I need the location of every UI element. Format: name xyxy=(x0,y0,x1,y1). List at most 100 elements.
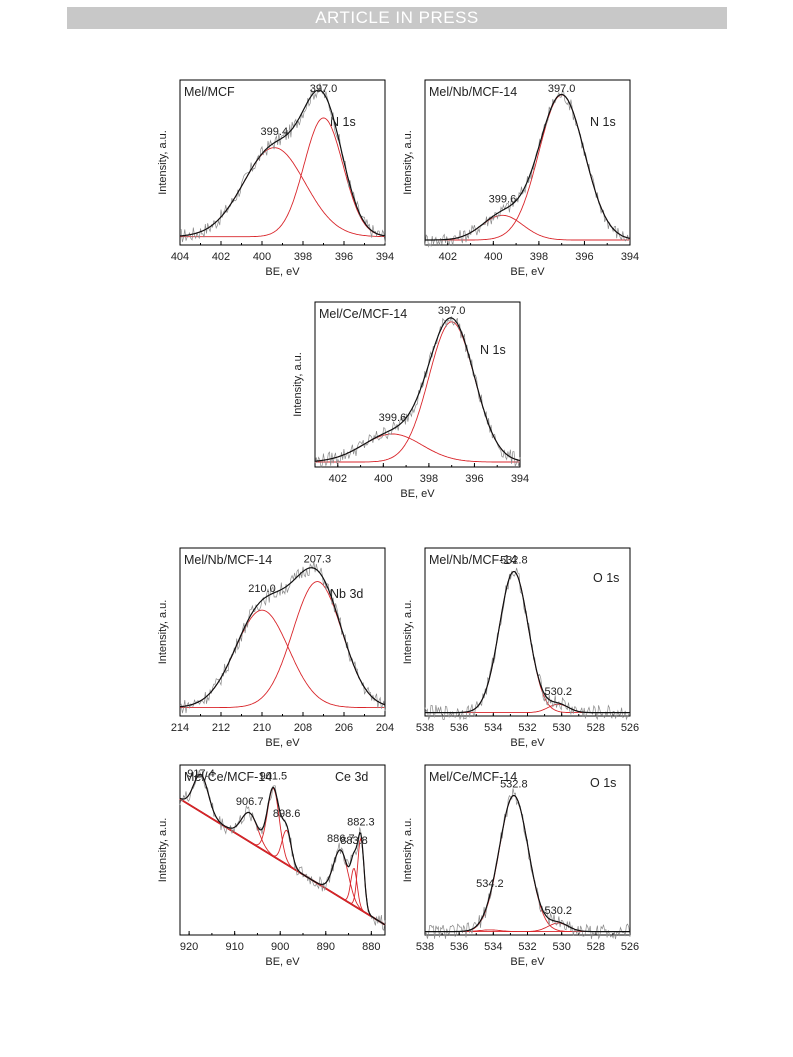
fit-component-530-2 xyxy=(425,922,630,933)
core-level-label: N 1s xyxy=(480,343,506,357)
x-tick-label: 400 xyxy=(374,473,392,485)
raw-spectrum xyxy=(424,788,631,940)
plot-frame xyxy=(314,301,521,468)
peak-label-399-4: 399.4 xyxy=(261,126,289,138)
peak-label-901-5: 901.5 xyxy=(260,770,288,782)
core-level-label: Nb 3d xyxy=(330,587,363,601)
x-tick-label: 396 xyxy=(575,251,593,263)
x-tick-label: 204 xyxy=(376,722,394,734)
sample-name: Mel/Nb/MCF-14 xyxy=(429,553,517,567)
chart-o1s-mel-ce-mcf14: 538 536 534 532 530 528 526 BE, eV Intensity, a.… xyxy=(402,764,639,968)
y-axis-label: Intensity, a.u. xyxy=(292,352,304,417)
chart-nb3d-mel-nb-mcf14: 214 212 210 208 206 204 BE, eV Intensity, a.u. M… xyxy=(157,547,394,749)
plot-frame xyxy=(424,79,631,246)
chart-n1s-mel-ce-mcf14: 402 400 398 396 394 BE, eV Intensity, a.u. Mel/… xyxy=(292,301,529,500)
chart-ce3d-mel-ce-mcf14: 920 910 900 890 880 BE, eV Intensity, a.u. Mel/… xyxy=(157,764,386,968)
y-axis-label: Intensity, a.u. xyxy=(402,818,414,883)
fit-component-397-0 xyxy=(180,117,386,238)
peak-label-882-3: 882.3 xyxy=(347,817,375,829)
y-axis-label: Intensity, a.u. xyxy=(157,818,169,883)
x-tick-label: 526 xyxy=(621,941,639,953)
x-tick-label: 398 xyxy=(420,473,438,485)
peak-label-886-7: 886.7 xyxy=(327,833,355,845)
sample-name: Mel/Ce/MCF-14 xyxy=(184,770,272,784)
article-in-press-banner: ARTICLE IN PRESS xyxy=(67,7,727,29)
fit-envelope xyxy=(179,773,386,926)
x-axis-label: BE, eV xyxy=(265,956,300,968)
y-axis-label: Intensity, a.u. xyxy=(402,130,414,195)
x-tick-label: 402 xyxy=(329,473,347,485)
x-tick-label: 208 xyxy=(294,722,312,734)
peak-label-207-3: 207.3 xyxy=(304,553,332,565)
x-axis-label: BE, eV xyxy=(265,737,300,749)
peak-label-534-2: 534.2 xyxy=(476,878,504,890)
x-tick-label: 394 xyxy=(376,251,394,263)
peak-label-210-0: 210.0 xyxy=(248,583,276,595)
plot-frame xyxy=(424,764,631,936)
fit-envelope xyxy=(425,93,631,241)
fit-envelope xyxy=(315,317,521,462)
core-level-label: N 1s xyxy=(590,115,616,129)
x-tick-label: 206 xyxy=(335,722,353,734)
x-tick-label: 538 xyxy=(416,941,434,953)
x-tick-label: 920 xyxy=(180,941,198,953)
peak-label-898-6: 898.6 xyxy=(273,808,301,820)
x-tick-label: 210 xyxy=(253,722,271,734)
x-tick-label: 534 xyxy=(484,722,502,734)
x-tick-label: 536 xyxy=(450,722,468,734)
peak-label-530-2: 530.2 xyxy=(544,686,572,698)
fit-envelope xyxy=(180,89,386,237)
x-tick-label: 528 xyxy=(587,722,605,734)
fit-component-882-3 xyxy=(179,798,386,926)
fit-envelope xyxy=(425,571,630,714)
x-tick-label: 538 xyxy=(416,722,434,734)
x-axis-label: BE, eV xyxy=(510,266,545,278)
x-tick-label: 900 xyxy=(271,941,289,953)
x-axis-label: BE, eV xyxy=(400,488,435,500)
chart-n1s-mel-nb-mcf14: 402 400 398 396 394 BE, eV Intensity, a.u. Mel/… xyxy=(402,79,639,278)
x-tick-label: 394 xyxy=(511,473,529,485)
fit-envelope xyxy=(425,794,630,933)
x-tick-label: 532 xyxy=(518,941,536,953)
x-tick-label: 880 xyxy=(362,941,380,953)
x-axis-label: BE, eV xyxy=(265,266,300,278)
raw-spectrum xyxy=(314,316,521,468)
x-tick-label: 532 xyxy=(518,722,536,734)
x-tick-label: 534 xyxy=(484,941,502,953)
x-tick-label: 398 xyxy=(294,251,312,263)
sample-name: Mel/MCF xyxy=(184,85,235,99)
peak-label-397-0: 397.0 xyxy=(438,305,466,317)
core-level-label: Ce 3d xyxy=(335,770,368,784)
peak-label-397-0: 397.0 xyxy=(548,83,576,95)
x-tick-label: 402 xyxy=(439,251,457,263)
x-axis-label: BE, eV xyxy=(510,737,545,749)
x-tick-label: 528 xyxy=(587,941,605,953)
x-tick-label: 398 xyxy=(530,251,548,263)
y-axis-label: Intensity, a.u. xyxy=(402,600,414,665)
x-tick-label: 212 xyxy=(212,722,230,734)
core-level-label: O 1s xyxy=(593,571,619,585)
x-tick-label: 910 xyxy=(225,941,243,953)
raw-spectrum xyxy=(179,561,386,714)
x-tick-label: 400 xyxy=(484,251,502,263)
peak-label-532-8: 532.8 xyxy=(500,555,528,567)
y-axis-label: Intensity, a.u. xyxy=(157,600,169,665)
fit-component-532-8 xyxy=(425,795,630,933)
sample-name: Mel/Ce/MCF-14 xyxy=(429,770,517,784)
peak-label-530-2: 530.2 xyxy=(544,905,572,917)
y-axis-label: Intensity, a.u. xyxy=(157,130,169,195)
x-tick-label: 404 xyxy=(171,251,189,263)
sample-name: Mel/Nb/MCF-14 xyxy=(184,553,272,567)
x-tick-label: 536 xyxy=(450,941,468,953)
peak-label-397-0: 397.0 xyxy=(310,83,338,95)
x-tick-label: 400 xyxy=(253,251,271,263)
x-tick-label: 396 xyxy=(465,473,483,485)
peak-label-883-8: 883.8 xyxy=(340,835,368,847)
sample-name: Mel/Ce/MCF-14 xyxy=(319,307,407,321)
core-level-label: N 1s xyxy=(330,115,356,129)
core-level-label: O 1s xyxy=(590,776,616,790)
raw-spectrum xyxy=(179,83,386,244)
peak-label-917-4: 917.4 xyxy=(187,768,215,780)
sample-name: Mel/Nb/MCF-14 xyxy=(429,85,517,99)
peak-label-532-8: 532.8 xyxy=(500,778,528,790)
